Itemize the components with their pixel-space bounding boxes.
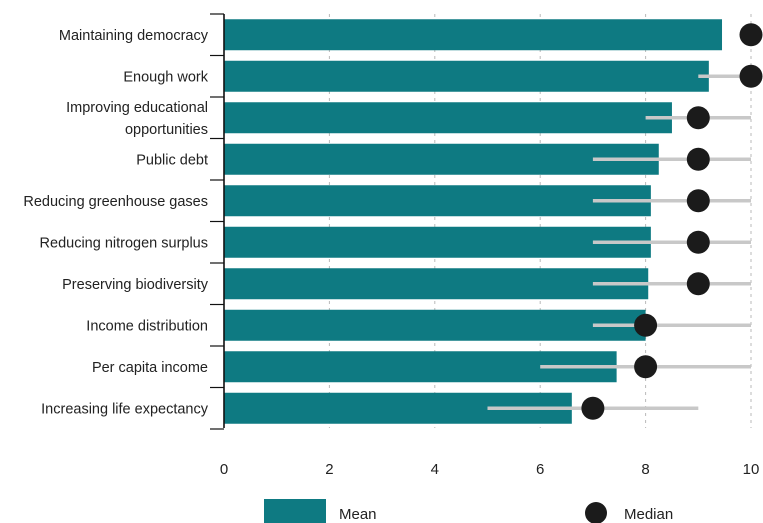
- y-axis: [210, 13, 225, 430]
- median-marker: [686, 106, 710, 130]
- mean-bar: [224, 19, 723, 51]
- median-marker: [634, 313, 658, 337]
- mean-bar: [224, 226, 651, 258]
- median-marker: [686, 272, 710, 296]
- x-tick-label: 10: [743, 461, 760, 478]
- mean-bar: [224, 143, 659, 175]
- median-marker: [581, 396, 605, 420]
- median-marker: [686, 147, 710, 171]
- legend: Mean Median: [264, 499, 673, 523]
- category-label: Enough work: [123, 69, 208, 85]
- mean-bar: [224, 268, 649, 300]
- mean-bar: [224, 309, 646, 341]
- category-label: Increasing life expectancy: [41, 401, 209, 417]
- mean-bar: [224, 102, 672, 134]
- legend-mean-swatch: [264, 499, 326, 523]
- category-label: Reducing greenhouse gases: [23, 194, 208, 210]
- category-label: Maintaining democracy: [59, 28, 209, 44]
- category-label: Preserving biodiversity: [62, 277, 209, 293]
- mean-bars: [224, 19, 723, 424]
- median-marker: [634, 355, 658, 379]
- x-tick-label: 2: [325, 461, 333, 478]
- median-marker: [739, 23, 763, 47]
- legend-median-marker: [585, 502, 607, 523]
- x-tick-label: 8: [641, 461, 649, 478]
- median-marker: [739, 64, 763, 88]
- legend-mean-label: Mean: [339, 506, 377, 523]
- median-markers: [581, 23, 763, 420]
- mean-bar: [224, 185, 651, 217]
- x-tick-label: 4: [431, 461, 439, 478]
- x-tick-label: 0: [220, 461, 228, 478]
- category-label: Income distribution: [86, 318, 208, 334]
- category-label: Public debt: [136, 152, 208, 168]
- x-tick-label: 6: [536, 461, 544, 478]
- category-label: opportunities: [125, 122, 208, 138]
- median-marker: [686, 189, 710, 213]
- category-labels: Maintaining democracy Enough work Improvin…: [23, 28, 208, 418]
- mean-bar: [224, 60, 709, 92]
- category-label: Reducing nitrogen surplus: [40, 235, 208, 251]
- x-tick-labels: 0 2 4 6 8 10: [220, 461, 760, 478]
- median-marker: [686, 230, 710, 254]
- category-label: Per capita income: [92, 360, 208, 376]
- legend-median-label: Median: [624, 506, 673, 523]
- category-label: Improving educational: [66, 100, 208, 116]
